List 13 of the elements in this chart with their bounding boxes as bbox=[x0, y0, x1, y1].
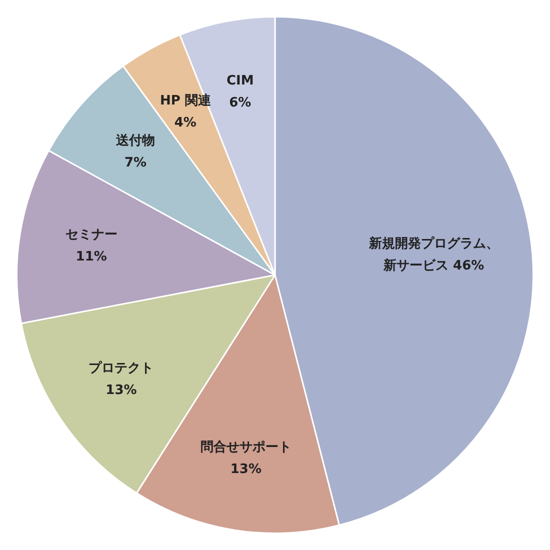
slice-label: プロテクト bbox=[88, 360, 154, 376]
data-label: 4% bbox=[174, 115, 196, 130]
data-label: 13% bbox=[106, 382, 137, 398]
data-label: 7% bbox=[124, 155, 147, 170]
slice-label: 問合せサポート bbox=[200, 439, 292, 456]
data-label: 6% bbox=[229, 96, 252, 111]
slice-label: 送付物 bbox=[115, 133, 156, 148]
slice-label: CIM bbox=[226, 74, 254, 89]
slice-label: HP 関連 bbox=[160, 93, 212, 108]
slice-label: セミナー bbox=[65, 227, 118, 242]
slice-label: 新規開発プログラム、新サービス 46% bbox=[368, 235, 499, 274]
data-label: 11% bbox=[76, 249, 107, 264]
data-label: 13% bbox=[230, 462, 262, 478]
